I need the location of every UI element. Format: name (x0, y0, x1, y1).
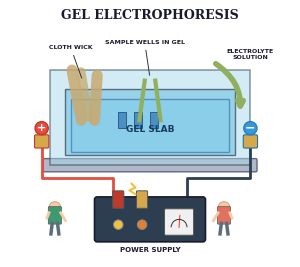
Circle shape (244, 121, 257, 135)
Circle shape (49, 202, 61, 213)
FancyBboxPatch shape (50, 70, 250, 165)
Text: GEL SLAB: GEL SLAB (126, 125, 174, 134)
FancyBboxPatch shape (164, 209, 194, 235)
Text: GEL ELECTROPHORESIS: GEL ELECTROPHORESIS (61, 9, 239, 22)
Text: CLOTH WICK: CLOTH WICK (49, 45, 92, 78)
FancyBboxPatch shape (43, 159, 257, 172)
FancyBboxPatch shape (71, 99, 229, 152)
Bar (118, 112, 126, 128)
FancyBboxPatch shape (94, 197, 206, 242)
Circle shape (35, 121, 48, 135)
FancyBboxPatch shape (218, 207, 231, 224)
Text: POWER SUPPLY: POWER SUPPLY (120, 247, 180, 253)
FancyBboxPatch shape (113, 191, 124, 208)
FancyBboxPatch shape (48, 207, 62, 224)
FancyBboxPatch shape (136, 191, 148, 208)
Text: SAMPLE WELLS IN GEL: SAMPLE WELLS IN GEL (105, 40, 185, 75)
FancyBboxPatch shape (65, 89, 235, 155)
Text: +: + (37, 123, 46, 133)
Bar (150, 112, 158, 128)
Text: −: − (245, 122, 256, 135)
FancyBboxPatch shape (34, 135, 49, 148)
Bar (134, 112, 142, 128)
Circle shape (113, 220, 123, 229)
Circle shape (218, 202, 230, 213)
Text: ELECTROLYTE
SOLUTION: ELECTROLYTE SOLUTION (227, 49, 274, 60)
Circle shape (137, 220, 147, 229)
FancyBboxPatch shape (243, 135, 257, 148)
